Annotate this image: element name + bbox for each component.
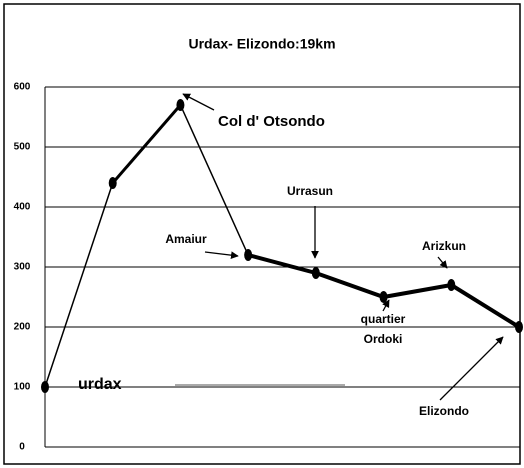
arrows bbox=[182, 93, 504, 401]
line-segment bbox=[383, 283, 452, 299]
point bbox=[447, 279, 456, 291]
annotation: Elizondo bbox=[419, 404, 469, 418]
line-segment bbox=[44, 182, 114, 388]
point bbox=[515, 321, 523, 333]
line-segment bbox=[179, 104, 249, 256]
point bbox=[108, 177, 117, 189]
line-segment bbox=[247, 253, 317, 275]
y-tick-label: 500 bbox=[14, 142, 31, 153]
line-segment bbox=[111, 104, 182, 184]
annotation: quartier bbox=[361, 312, 406, 326]
chart-title: Urdax- Elizondo:19km bbox=[188, 36, 335, 52]
point bbox=[176, 99, 185, 111]
point bbox=[311, 267, 320, 279]
frame bbox=[3, 3, 521, 465]
annotation: Amaiur bbox=[165, 232, 207, 246]
annotation: Ordoki bbox=[364, 332, 403, 346]
annotation: Arizkun bbox=[422, 239, 466, 253]
y-tick-label: 200 bbox=[14, 322, 31, 333]
annotation: urdax bbox=[78, 376, 122, 393]
line-segment bbox=[450, 283, 521, 329]
y-tick-label: 600 bbox=[14, 82, 31, 93]
line-segment bbox=[315, 271, 385, 299]
point bbox=[41, 381, 49, 393]
annotation: Urrasun bbox=[287, 184, 333, 198]
y-tick-label: 400 bbox=[14, 202, 31, 213]
annotation: Col d' Otsondo bbox=[218, 113, 325, 130]
point bbox=[379, 291, 388, 303]
y-tick-label: 100 bbox=[14, 382, 31, 393]
y-tick-label: 0 bbox=[19, 442, 25, 453]
point bbox=[244, 249, 253, 261]
y-tick-label: 300 bbox=[14, 262, 31, 273]
